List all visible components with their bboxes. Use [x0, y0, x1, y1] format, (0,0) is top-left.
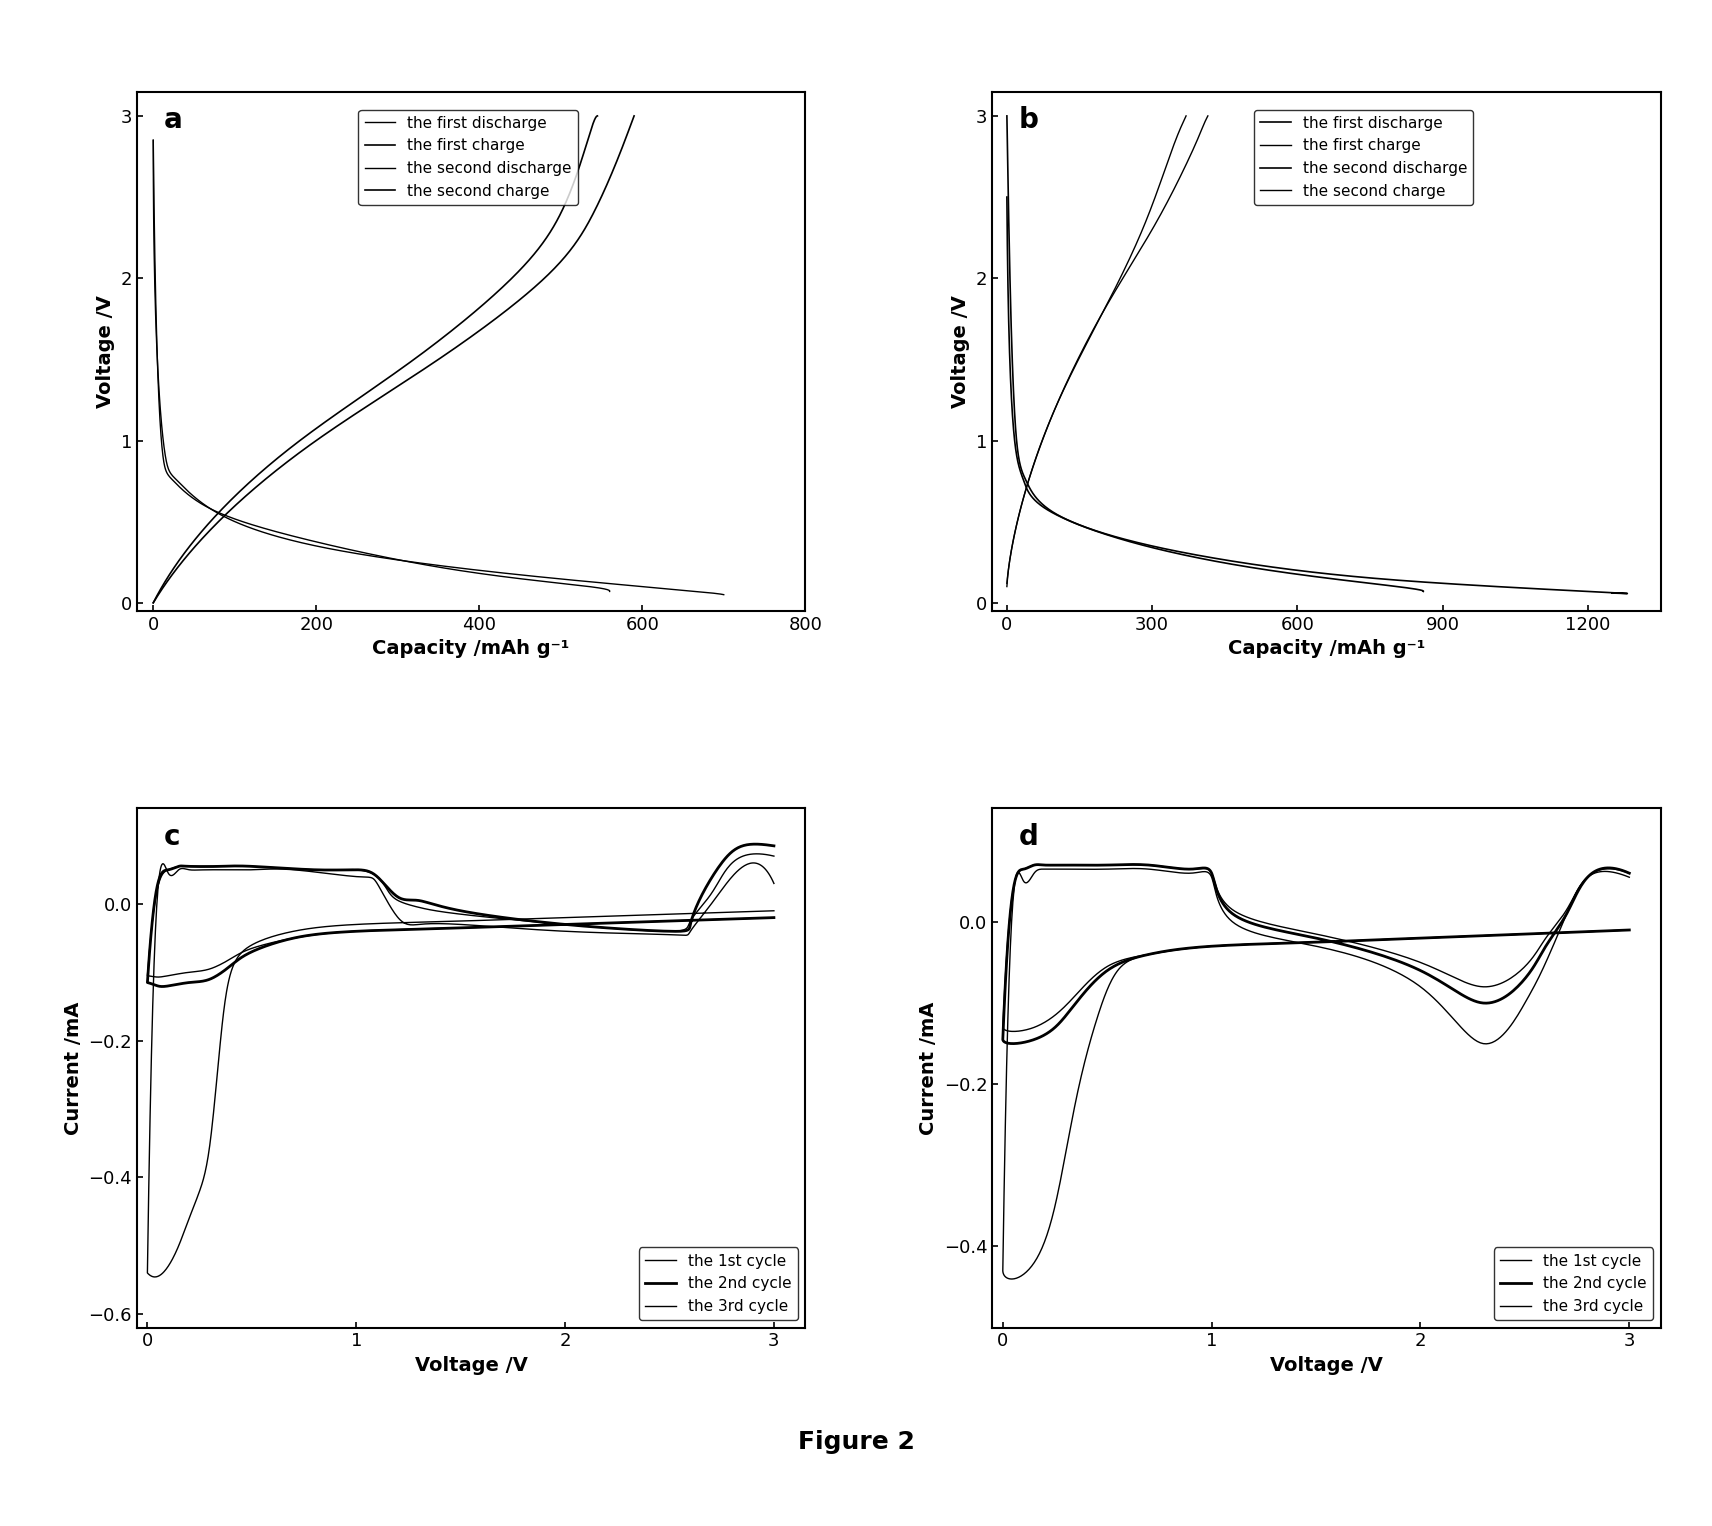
X-axis label: Capacity /mAh g⁻¹: Capacity /mAh g⁻¹: [1228, 639, 1424, 658]
Y-axis label: Voltage /V: Voltage /V: [96, 295, 115, 407]
X-axis label: Capacity /mAh g⁻¹: Capacity /mAh g⁻¹: [373, 639, 570, 658]
Legend: the 1st cycle, the 2nd cycle, the 3rd cycle: the 1st cycle, the 2nd cycle, the 3rd cy…: [639, 1247, 798, 1320]
Text: d: d: [1019, 823, 1039, 850]
Y-axis label: Current /mA: Current /mA: [919, 1001, 938, 1135]
Text: b: b: [1019, 105, 1039, 134]
Legend: the first discharge, the first charge, the second discharge, the second charge: the first discharge, the first charge, t…: [358, 110, 579, 204]
Text: a: a: [164, 105, 183, 134]
Legend: the first discharge, the first charge, the second discharge, the second charge: the first discharge, the first charge, t…: [1253, 110, 1474, 204]
Legend: the 1st cycle, the 2nd cycle, the 3rd cycle: the 1st cycle, the 2nd cycle, the 3rd cy…: [1495, 1247, 1654, 1320]
Y-axis label: Current /mA: Current /mA: [63, 1001, 82, 1135]
Y-axis label: Voltage /V: Voltage /V: [952, 295, 971, 407]
X-axis label: Voltage /V: Voltage /V: [414, 1357, 527, 1375]
X-axis label: Voltage /V: Voltage /V: [1270, 1357, 1383, 1375]
Text: c: c: [164, 823, 180, 850]
Text: Figure 2: Figure 2: [798, 1430, 914, 1454]
